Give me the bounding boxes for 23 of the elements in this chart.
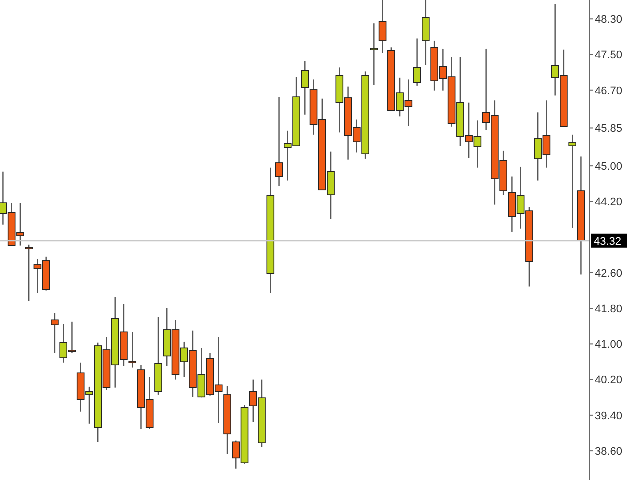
y-tick-label: 45.85 [595,123,623,136]
candlestick [378,0,387,54]
candlestick [301,60,310,116]
y-tick-label: 39.40 [595,410,623,422]
candlestick [568,134,576,229]
y-tick-label: 41.80 [595,303,623,316]
y-tick-label: 42.60 [595,268,623,280]
candlestick [413,38,422,87]
ref-line-label: 43.32 [594,236,622,248]
y-tick-label: 47.50 [595,50,623,62]
y-tick-label: 46.70 [595,85,623,98]
candlestick [25,244,33,302]
y-tick-label: 48.30 [595,14,623,26]
candlestick [370,23,378,86]
y-tick-label: 40.20 [595,374,623,387]
y-tick-label: 45.00 [595,160,623,173]
y-tick-label: 38.60 [595,446,623,458]
candlestick [422,0,430,66]
y-tick-label: 44.20 [595,196,623,209]
candlestick [275,96,284,187]
candlestick [128,332,137,368]
candlestick [51,312,59,354]
y-tick-label: 41.00 [595,339,623,352]
